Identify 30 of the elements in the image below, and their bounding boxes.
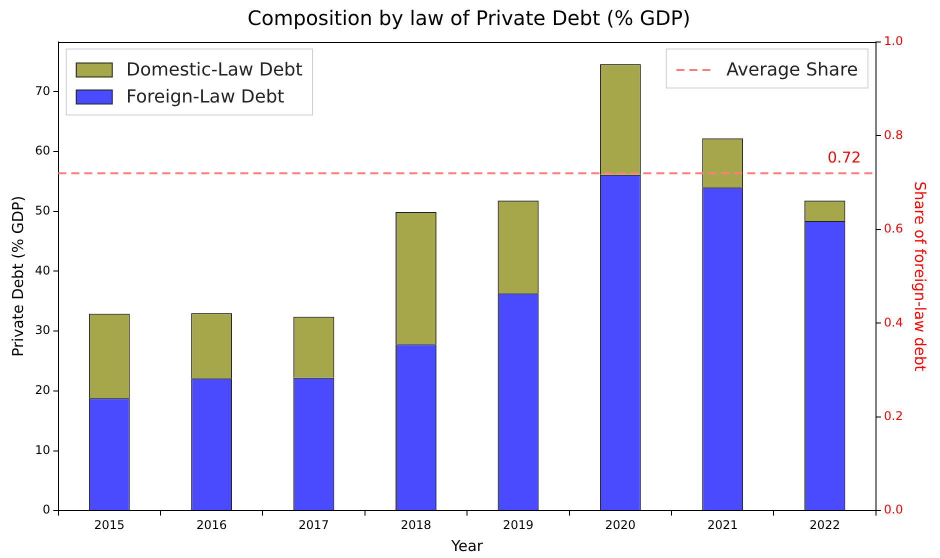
y-tick-label: 70 — [34, 84, 50, 98]
annotation: 0.72 — [828, 148, 861, 167]
y-tick-label: 60 — [34, 144, 50, 158]
y2-tick-label: 0.8 — [884, 128, 904, 142]
x-tick-label: 2022 — [810, 518, 840, 532]
y-tick-label: 30 — [34, 323, 50, 338]
y-tick-label: 10 — [34, 442, 50, 457]
x-tick-label: 2019 — [502, 518, 534, 532]
y2-tick-label: 1.0 — [884, 34, 904, 48]
x-tick-label: 2020 — [605, 518, 636, 532]
x-tick-label: 2018 — [400, 518, 432, 532]
x-tick-label: 2016 — [196, 518, 227, 532]
x-tick-label: 2015 — [94, 518, 125, 532]
y2-tick-label: 0.0 — [884, 502, 904, 517]
y2-tick-label: 0.2 — [884, 409, 904, 424]
y-tick-label: 20 — [34, 383, 50, 398]
y2-axis-title: Share of foreign-law debt — [911, 181, 930, 372]
y-tick-label: 50 — [34, 203, 50, 218]
y2-tick-label: 0.6 — [884, 222, 904, 236]
legend-label: Foreign-Law Debt — [126, 86, 284, 108]
x-tick-label: 2017 — [298, 518, 330, 532]
y2-tick-label: 0.4 — [884, 315, 904, 330]
y-tick-label: 0 — [42, 502, 50, 517]
x-axis-title: Year — [450, 536, 484, 555]
legend-label: Average Share — [726, 60, 858, 81]
y-axis-title: Private Debt (% GDP) — [8, 196, 27, 357]
x-tick-label: 2021 — [707, 518, 738, 532]
y-tick-label: 40 — [34, 263, 50, 278]
chart-title: Composition by law of Private Debt (% GDP) — [248, 6, 690, 30]
legend-label: Domestic-Law Debt — [126, 60, 303, 81]
